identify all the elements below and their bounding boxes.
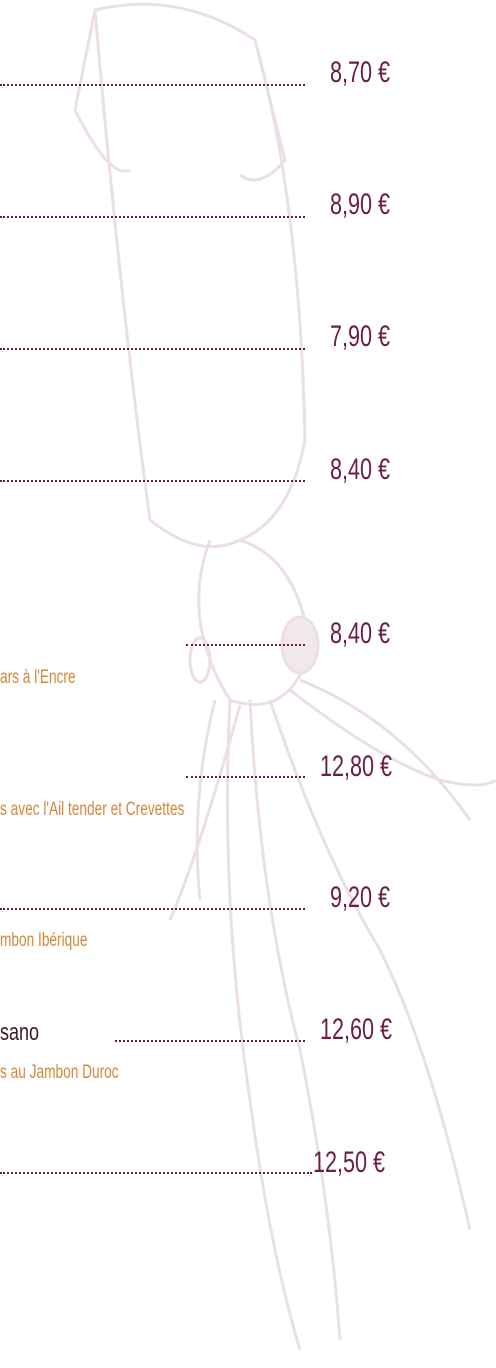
price: 9,20 € [330, 883, 390, 913]
dish-description: s au Jambon Duroc [0, 1063, 119, 1082]
price: 12,60 € [320, 1015, 392, 1045]
leader-dots [0, 480, 305, 482]
menu-page: {"items": [ {"price": "8,70 €"}, {"price… [0, 0, 496, 1368]
leader-dots [0, 84, 305, 86]
dish-name: sano [0, 1021, 39, 1045]
dish-description: s avec l'Ail tender et Crevettes [0, 800, 184, 819]
leader-dots [0, 216, 305, 218]
price: 8,90 € [330, 190, 390, 220]
leader-dots [0, 1172, 312, 1174]
leader-dots [186, 776, 305, 778]
price: 7,90 € [330, 322, 390, 352]
dish-description: ars à l'Encre [0, 668, 76, 687]
leader-dots [186, 644, 305, 646]
price: 12,50 € [313, 1148, 385, 1178]
price: 8,40 € [330, 455, 390, 485]
price: 8,40 € [330, 619, 390, 649]
price: 8,70 € [330, 58, 390, 88]
dish-description: mbon Ibérique [0, 931, 87, 950]
leader-dots [115, 1040, 305, 1042]
leader-dots [0, 908, 305, 910]
leader-dots [0, 348, 305, 350]
price: 12,80 € [320, 752, 392, 782]
